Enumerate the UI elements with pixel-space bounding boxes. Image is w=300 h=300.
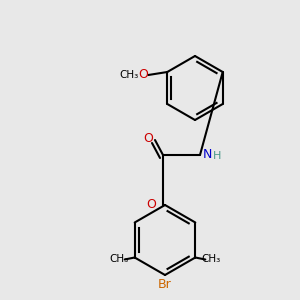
Text: N: N: [202, 148, 212, 161]
Text: CH₃: CH₃: [120, 70, 139, 80]
Text: O: O: [143, 131, 153, 145]
Text: H: H: [213, 151, 221, 161]
Text: CH₃: CH₃: [109, 254, 128, 265]
Text: Br: Br: [158, 278, 172, 292]
Text: O: O: [146, 199, 156, 212]
Text: CH₃: CH₃: [202, 254, 221, 265]
Text: O: O: [138, 68, 148, 82]
